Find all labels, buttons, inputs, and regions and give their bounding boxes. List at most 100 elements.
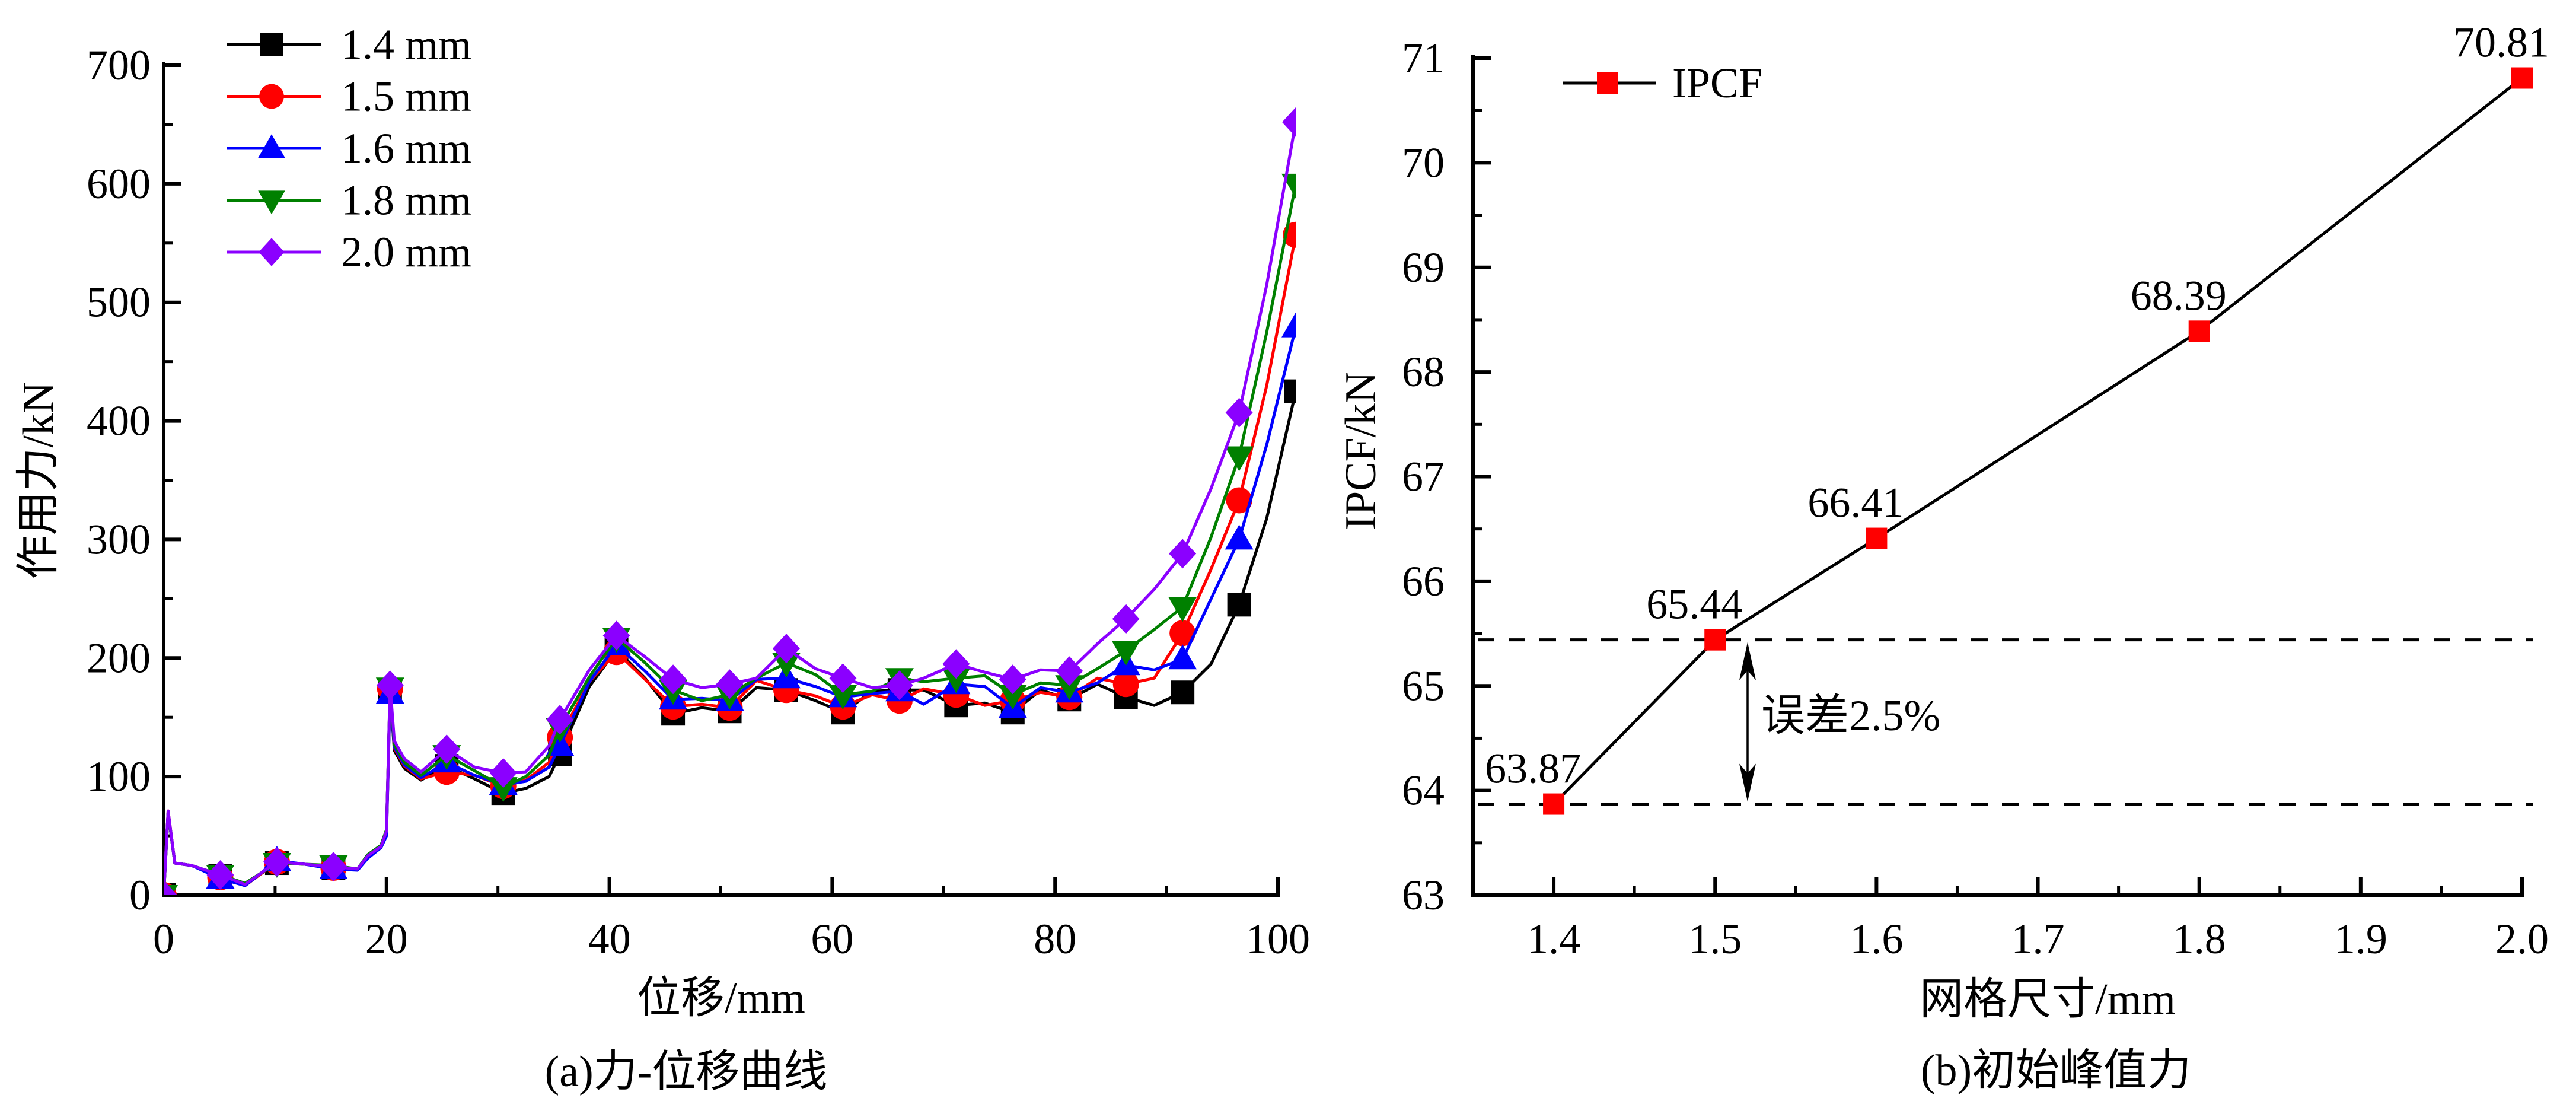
y-tick-label: 67 bbox=[1402, 453, 1445, 501]
arrow-head-up-icon bbox=[1739, 642, 1756, 680]
data-value-label: 70.81 bbox=[2453, 19, 2549, 66]
panel-b-error-annotation: 误差2.5% bbox=[1739, 642, 1940, 802]
panel-a-y-axis-title: 作用力/kN bbox=[14, 382, 63, 580]
data-point-marker-2-0-mm bbox=[829, 663, 857, 693]
x-tick-label: 20 bbox=[365, 915, 408, 963]
data-point-marker-2-0-mm bbox=[546, 705, 574, 735]
panel-b-series: 63.87 65.44 66.41 68.39 70.81 bbox=[1485, 19, 2549, 815]
data-point-marker-1-8-mm bbox=[1225, 446, 1254, 472]
panel-b-y-axis-title: IPCF/kN bbox=[1337, 371, 1385, 530]
data-value-label: 65.44 bbox=[1646, 581, 1742, 628]
legend-label: IPCF bbox=[1672, 59, 1762, 107]
x-tick-label: 0 bbox=[153, 915, 174, 963]
panel-a-caption: (a)力-位移曲线 bbox=[545, 1048, 828, 1096]
panel-a-axes: 0 100 200 300 400 500 600 700 0 20 40 60 80 100 bbox=[87, 42, 1310, 963]
data-point-marker-2-0-mm bbox=[489, 758, 517, 788]
series-line-2-0-mm bbox=[164, 120, 1296, 895]
legend-marker-square-icon bbox=[1597, 72, 1618, 94]
data-point-marker-2-0-mm bbox=[942, 649, 970, 679]
data-point-marker-1-5-mm bbox=[1169, 620, 1196, 647]
y-tick-label: 500 bbox=[87, 279, 151, 326]
x-tick-label: 1.7 bbox=[2011, 915, 2065, 963]
legend-item-1-6-mm: 1.6 mm bbox=[227, 125, 471, 172]
data-point-marker-1-8-mm bbox=[771, 653, 801, 678]
x-tick-label: 1.8 bbox=[2173, 915, 2226, 963]
panel-a-legend: 1.4 mm 1.5 mm 1.6 mm 1.8 mm2.0 mm bbox=[227, 21, 471, 276]
data-point-marker-1-8-mm bbox=[998, 685, 1027, 710]
legend-label: 1.4 mm bbox=[341, 21, 471, 68]
x-tick-label: 1.6 bbox=[1850, 915, 1903, 963]
y-tick-label: 69 bbox=[1402, 244, 1445, 291]
data-point-marker-2-0-mm bbox=[659, 664, 687, 695]
data-point-marker-1-8-mm bbox=[1111, 641, 1140, 666]
legend-item-1-5-mm: 1.5 mm bbox=[227, 73, 471, 120]
y-tick-label: 700 bbox=[87, 42, 151, 89]
data-point-marker-2-0-mm bbox=[602, 620, 630, 651]
panel-a-force-displacement-chart: 0 100 200 300 400 500 600 700 0 20 40 60 80 100 1.4 m… bbox=[14, 21, 1310, 1096]
y-tick-label: 600 bbox=[87, 160, 151, 208]
panel-b-x-axis-title: 网格尺寸/mm bbox=[1920, 975, 2176, 1024]
data-point-marker-1-8-mm bbox=[1055, 675, 1084, 701]
data-point-marker-2-0-mm bbox=[1112, 604, 1140, 634]
legend-marker-triangle-down-icon bbox=[258, 190, 285, 215]
y-tick-label: 100 bbox=[87, 753, 151, 800]
series-ipcf: 63.87 65.44 66.41 68.39 70.81 bbox=[1485, 19, 2549, 815]
panel-a-x-axis-title: 位移/mm bbox=[637, 974, 805, 1023]
panel-b-caption: (b)初始峰值力 bbox=[1921, 1046, 2191, 1095]
x-tick-label: 60 bbox=[811, 915, 853, 963]
data-point-marker-ipcf bbox=[2511, 67, 2533, 89]
data-point-marker-1-4-mm bbox=[1227, 593, 1251, 617]
data-point-marker-ipcf bbox=[1543, 793, 1565, 815]
x-tick-label: 80 bbox=[1034, 915, 1076, 963]
data-point-marker-1-8-mm bbox=[489, 777, 518, 803]
x-tick-label: 1.9 bbox=[2334, 915, 2387, 963]
y-tick-label: 63 bbox=[1402, 871, 1445, 919]
data-point-marker-1-4-mm bbox=[1171, 680, 1195, 705]
data-point-marker-2-0-mm bbox=[885, 670, 913, 701]
data-point-marker-1-6-mm bbox=[1168, 644, 1197, 670]
x-tick-label: 1.5 bbox=[1688, 915, 1742, 963]
x-tick-label: 100 bbox=[1246, 915, 1310, 963]
data-point-marker-2-0-mm bbox=[164, 880, 177, 895]
data-point-marker-2-0-mm bbox=[772, 634, 800, 664]
legend-marker-diamond-icon bbox=[259, 238, 285, 266]
y-tick-label: 0 bbox=[129, 871, 151, 919]
y-tick-label: 71 bbox=[1402, 34, 1445, 82]
legend-marker-triangle-up-icon bbox=[258, 134, 285, 158]
data-point-marker-1-8-mm bbox=[828, 685, 857, 710]
series-2-0-mm bbox=[164, 107, 1296, 895]
data-point-marker-2-0-mm bbox=[716, 669, 744, 699]
legend-item-1-4-mm: 1.4 mm bbox=[227, 21, 471, 68]
legend-label: 2.0 mm bbox=[341, 228, 471, 276]
y-tick-label: 300 bbox=[87, 515, 151, 563]
data-point-marker-2-0-mm bbox=[1056, 656, 1083, 686]
series-line-ipcf bbox=[1552, 77, 2523, 806]
panel-b-axes: 63 64 65 66 67 68 69 70 71 1.4 1.5 1.6 1.7 1.8 1.9 2.0 bbox=[1402, 34, 2549, 963]
x-tick-label: 40 bbox=[588, 915, 631, 963]
arrow-head-down-icon bbox=[1739, 763, 1756, 802]
error-annotation-label: 误差2.5% bbox=[1761, 692, 1940, 740]
legend-item-ipcf: IPCF bbox=[1563, 59, 1762, 107]
legend-item-2-0-mm: 2.0 mm bbox=[227, 228, 471, 276]
legend-item-1-8-mm: 1.8 mm bbox=[227, 177, 471, 224]
legend-label: 1.5 mm bbox=[341, 73, 471, 120]
x-tick-label: 2.0 bbox=[2495, 915, 2549, 963]
data-value-label: 66.41 bbox=[1807, 479, 1904, 527]
x-tick-label: 1.4 bbox=[1527, 915, 1580, 963]
data-value-label: 63.87 bbox=[1485, 745, 1581, 792]
legend-label: 1.8 mm bbox=[341, 177, 471, 224]
data-point-marker-2-0-mm bbox=[999, 664, 1026, 695]
data-point-marker-2-0-mm bbox=[206, 860, 234, 890]
data-point-marker-1-8-mm bbox=[942, 668, 971, 693]
panel-b-legend: IPCF bbox=[1563, 59, 1762, 107]
data-point-marker-ipcf bbox=[2188, 320, 2210, 342]
data-point-marker-2-0-mm bbox=[433, 734, 461, 765]
data-point-marker-1-4-mm bbox=[1284, 379, 1296, 403]
data-point-marker-1-8-mm bbox=[1168, 597, 1197, 622]
y-tick-label: 400 bbox=[87, 397, 151, 445]
series-1-8-mm bbox=[164, 173, 1296, 895]
data-point-marker-2-0-mm bbox=[263, 847, 291, 877]
data-point-marker-2-0-mm bbox=[376, 670, 404, 701]
